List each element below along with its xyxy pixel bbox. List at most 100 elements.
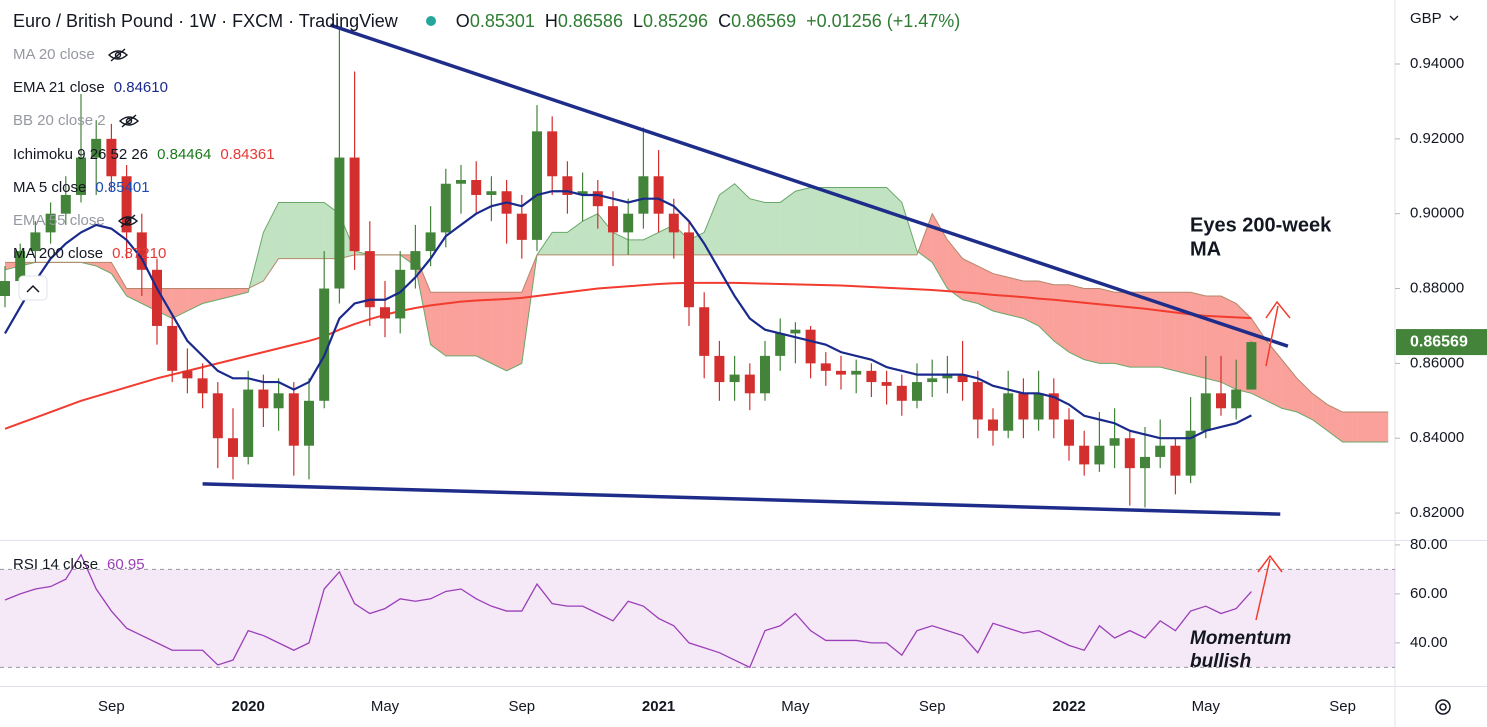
candle-body [805,329,816,364]
ohlc-key: H [544,11,558,31]
candle-body [243,389,254,457]
cloud-fill [1129,292,1145,368]
cloud-fill [1373,412,1389,442]
cloud-fill [263,202,279,282]
cloud-fill [1008,277,1024,319]
candle-body [410,251,421,270]
cloud-fill [1114,292,1130,368]
hidden-icon[interactable] [118,113,140,129]
cloud-fill [947,239,963,300]
candle-body [1185,430,1196,476]
annotation: Eyes 200-week [1190,214,1332,236]
indicator-legend: EMA 21 close 0.84610 [13,78,168,98]
indicator-value: 0.85401 [95,178,150,196]
indicator-name: RSI 14 close [13,556,99,573]
rsi-y-tick-label: 40.00 [1410,634,1448,651]
candle-body [456,180,466,184]
x-tick-label: Sep [508,698,535,715]
cloud-fill [1190,292,1206,379]
last-price-label: 0.86569 [1410,333,1468,350]
cloud-fill [871,187,887,255]
candle-body [304,400,314,446]
candle-body [592,191,603,207]
currency-dropdown[interactable] [1449,15,1459,21]
candle-body [699,307,710,356]
ema21-line [4,190,1252,440]
annotation: MA [1190,238,1221,260]
candle-body [760,355,770,394]
indicator-value: 60.95 [107,556,145,573]
ohlc-value: 0.85296 [642,11,709,31]
cloud-fill [415,254,431,345]
cloud-fill [1038,281,1054,341]
cloud-fill [704,194,720,255]
cloud-fill [278,202,294,259]
candle-body [1140,456,1150,469]
settings-icon[interactable] [1435,699,1451,715]
candle-body [334,157,345,289]
cloud-fill [96,262,112,274]
candle-body [1048,393,1059,420]
cloud-fill [461,292,477,356]
candle-body [957,374,968,383]
candle-body [121,176,132,233]
cloud-line [5,212,1389,413]
cloud-fill [719,183,735,255]
cloud-fill [491,292,507,371]
cloud-fill [825,187,841,255]
rsi-y-tick-label: 80.00 [1410,536,1448,553]
x-tick-label: May [371,698,400,715]
cloud-fill [1205,296,1221,383]
annotation: bullish [1190,651,1251,672]
ohlc-key: C [718,11,732,31]
hidden-icon[interactable] [117,213,139,229]
cloud-fill [233,288,249,297]
indicator-legend: MA 200 close 0.87210 [13,244,166,264]
x-tick-label: May [781,698,810,715]
indicator-legend: BB 20 close 2 [13,111,140,131]
candle-body [790,329,801,334]
trendline [329,23,1289,348]
ohlc-key: L [632,11,643,31]
cloud-fill [977,266,993,311]
y-tick-label: 0.92000 [1410,130,1464,147]
cloud-fill [886,187,902,255]
candle-body [912,382,922,401]
candle-body [608,206,618,233]
candle-body [729,374,740,383]
arrow-head [1257,554,1283,573]
candle-body [349,157,360,252]
cloud-fill [1297,378,1313,420]
candle-body [106,138,117,177]
cloud-fill [1327,404,1343,442]
indicator-value: 0.84464 [157,145,212,163]
cloud-fill [1084,288,1100,364]
candle-body [288,393,299,446]
indicator-name: MA 5 close [13,178,87,196]
cloud-fill [780,191,796,255]
cloud-fill [932,213,948,289]
cloud-fill [841,187,857,255]
candle-body [91,138,102,158]
change: +0.01256 [806,11,882,31]
cloud-fill [1266,340,1282,409]
cloud-fill [1221,296,1237,390]
candle-body [1200,393,1211,431]
cloud-fill [1099,288,1115,364]
candle-body [1216,393,1226,409]
cloud-fill [567,221,583,255]
y-tick-label: 0.86000 [1410,354,1464,371]
hidden-icon[interactable] [107,47,129,63]
candle-body [1079,445,1090,465]
cloud-fill [1357,412,1373,442]
candle-body [714,355,725,383]
collapse-button[interactable] [18,275,48,301]
candle-body [258,389,269,409]
arrow [1255,558,1271,621]
candle-body [76,157,86,195]
candle-body [1018,393,1029,420]
candle-body [319,288,330,401]
candle-body [0,281,10,297]
